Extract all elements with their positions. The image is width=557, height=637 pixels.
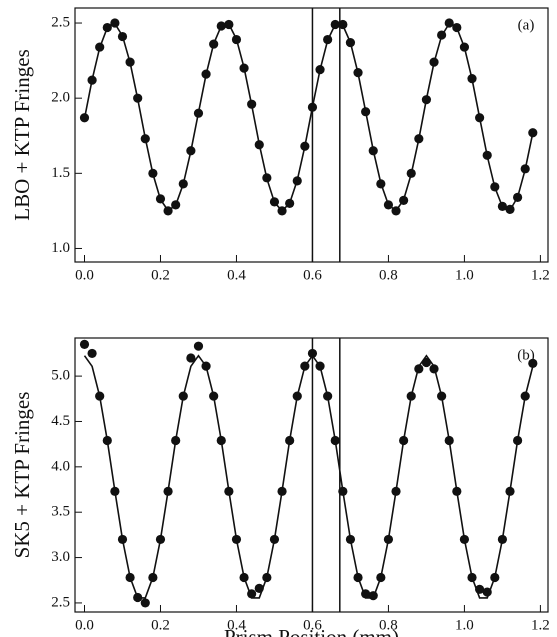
plot-frame bbox=[74, 7, 549, 263]
x-tick-label: 1.0 bbox=[455, 267, 474, 283]
x-tick-label: 1.0 bbox=[455, 617, 474, 633]
y-tick-label: 2.5 bbox=[51, 14, 70, 30]
x-tick-label: 0.4 bbox=[227, 617, 246, 633]
x-tick-label: 0.6 bbox=[303, 267, 322, 283]
y-tick-label: 2.5 bbox=[51, 594, 70, 610]
data-point bbox=[186, 353, 196, 363]
x-tick-label: 0.0 bbox=[75, 267, 94, 283]
data-point bbox=[140, 598, 150, 608]
x-tick-label: 0.2 bbox=[151, 617, 170, 633]
y-tick-label: 4.5 bbox=[51, 413, 70, 429]
data-point bbox=[193, 341, 204, 351]
panel-label: (a) bbox=[518, 17, 535, 33]
fit-line bbox=[83, 354, 534, 599]
panel-label: (b) bbox=[517, 347, 535, 363]
x-tick-label: 0.4 bbox=[227, 267, 246, 283]
y-tick-label: 1.5 bbox=[51, 165, 70, 181]
x-tick-label: 0.2 bbox=[151, 267, 170, 283]
y-tick-label: 2.0 bbox=[51, 90, 70, 106]
fit-line bbox=[83, 22, 534, 213]
x-tick-label: 1.2 bbox=[531, 617, 550, 633]
x-axis-label: Prism Position (mm) bbox=[224, 625, 399, 637]
y-tick-label: 5.0 bbox=[51, 368, 70, 384]
data-point bbox=[79, 339, 90, 349]
data-point bbox=[528, 358, 538, 369]
data-point bbox=[528, 128, 538, 138]
y-tick-label: 4.0 bbox=[51, 458, 70, 474]
data-point bbox=[87, 348, 97, 359]
y-tick-label: 3.0 bbox=[51, 549, 70, 565]
y-axis-label: LBO + KTP Fringes bbox=[10, 49, 34, 221]
x-tick-label: 1.2 bbox=[531, 267, 550, 283]
y-tick-label: 3.5 bbox=[51, 504, 70, 520]
x-tick-label: 0.0 bbox=[75, 617, 94, 633]
y-axis-label: SK5 + KTP Fringes bbox=[10, 392, 34, 559]
y-tick-label: 1.0 bbox=[51, 240, 70, 256]
data-point bbox=[307, 348, 318, 359]
x-tick-label: 0.8 bbox=[379, 267, 398, 283]
x-tick-label: 0.6 bbox=[303, 617, 322, 633]
plot-frame bbox=[74, 337, 549, 613]
x-tick-label: 0.8 bbox=[379, 617, 398, 633]
